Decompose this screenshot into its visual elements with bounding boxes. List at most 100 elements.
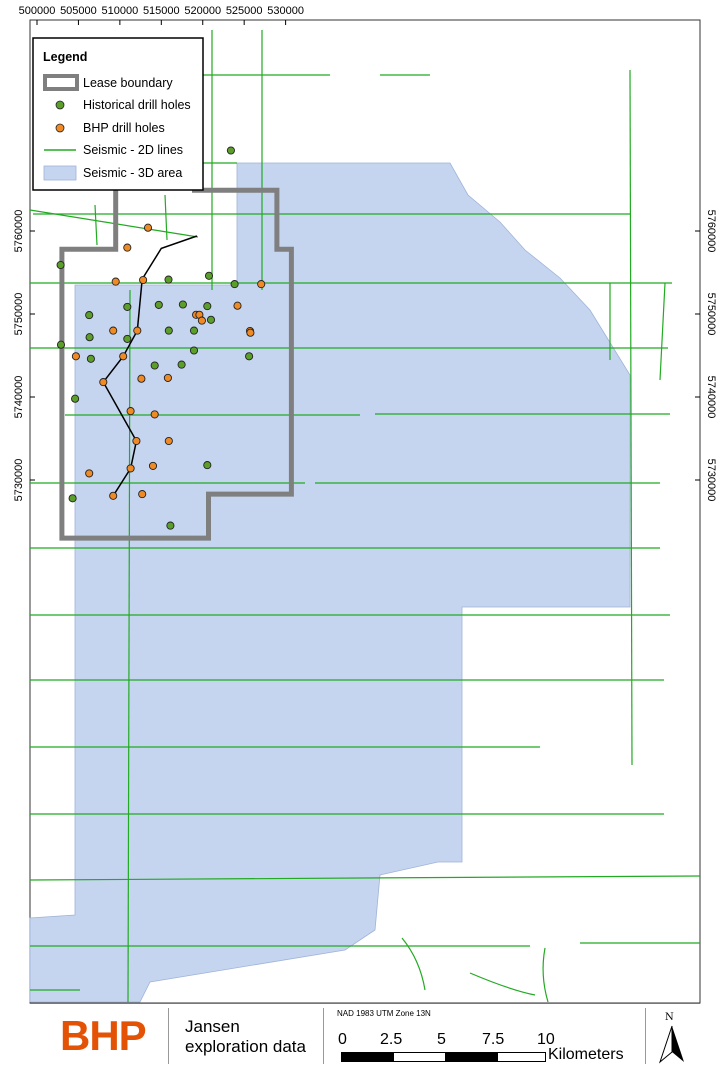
seismic-line (659, 282, 666, 381)
historical-drill-hole (123, 302, 132, 311)
historical-drill-hole (178, 300, 187, 309)
bhp-drill-hole (233, 301, 242, 310)
y-tick-label: 5760000 (705, 210, 717, 253)
legend-title: Legend (43, 50, 87, 64)
bhp-drill-hole (138, 490, 147, 499)
historical-drill-hole (150, 361, 159, 370)
bhp-drill-hole (163, 373, 172, 382)
legend-lease-swatch (43, 74, 79, 91)
historical-drill-hole (230, 280, 239, 289)
seismic-line (401, 937, 426, 991)
historical-drill-hole (204, 271, 214, 280)
historical-drill-hole (177, 360, 186, 369)
bhp-drill-hole (132, 436, 141, 446)
historical-drill-hole (86, 354, 95, 363)
bhp-drill-hole (257, 280, 266, 289)
legend: Legend Lease boundary Historical drill h… (32, 37, 204, 191)
y-axis-ticks-right: 5760000 5750000 5740000 5730000 (695, 210, 717, 502)
bhp-drill-hole (126, 407, 135, 416)
x-tick-label: 530000 (267, 5, 304, 17)
y-tick-label: 5750000 (13, 293, 25, 336)
bhp-logo: BHP (60, 1012, 147, 1059)
historical-drill-hole (85, 311, 94, 320)
historical-drill-hole (56, 340, 66, 349)
legend-3d-swatch (43, 165, 77, 181)
scale-label: 7.5 (482, 1031, 505, 1048)
y-tick-label: 5730000 (13, 459, 25, 502)
seismic-3d-area (29, 162, 631, 1003)
bhp-drill-hole (119, 352, 128, 361)
projection-label: NAD 1983 UTM Zone 13N (337, 1009, 431, 1018)
seismic-line (469, 972, 536, 996)
historical-drill-hole (71, 394, 80, 403)
scale-label: 10 (537, 1031, 555, 1048)
x-tick-label: 525000 (226, 5, 263, 17)
seismic-line (542, 947, 549, 1003)
bhp-drill-hole (111, 277, 120, 286)
historical-drill-hole (206, 315, 216, 324)
scale-bar-seg (393, 1052, 446, 1062)
historical-drill-hole (189, 326, 199, 335)
scale-label: 5 (437, 1031, 446, 1048)
bhp-drill-hole (99, 378, 108, 387)
north-arrow-icon (658, 1025, 684, 1064)
legend-historical-marker (55, 100, 65, 110)
y-tick-label: 5740000 (705, 376, 717, 419)
scale-unit: Kilometers (548, 1046, 624, 1063)
x-tick-label: 505000 (60, 5, 97, 17)
legend-box (32, 37, 204, 191)
bhp-drill-hole (139, 275, 148, 285)
bhp-drill-hole (143, 223, 153, 232)
bhp-drill-hole (123, 243, 132, 252)
legend-bhp-marker (55, 123, 65, 133)
historical-drill-hole (189, 346, 199, 355)
y-tick-label: 5730000 (705, 459, 717, 502)
historical-drill-hole (123, 334, 132, 343)
seismic-line (29, 875, 701, 881)
historical-drill-hole (154, 300, 163, 309)
scale-bar-seg (497, 1052, 546, 1062)
scale-bar-seg (341, 1052, 394, 1062)
historical-drill-hole (164, 326, 173, 335)
x-tick-label: 500000 (19, 5, 56, 17)
bhp-drill-holes (71, 223, 266, 500)
legend-3d-label: Seismic - 3D area (83, 166, 182, 180)
footer-divider (323, 1008, 324, 1064)
historical-drill-hole (68, 494, 77, 503)
historical-drill-holes (56, 146, 254, 530)
historical-drill-hole (166, 521, 175, 530)
y-tick-label: 5750000 (705, 293, 717, 336)
historical-drill-hole (226, 146, 235, 155)
map-title-line2: exploration data (185, 1037, 306, 1056)
bhp-drill-hole (133, 326, 142, 335)
x-tick-label: 515000 (143, 5, 180, 17)
bhp-drill-hole (126, 464, 135, 473)
north-label: N (665, 1012, 674, 1023)
seismic-line (629, 69, 633, 766)
legend-lease-label: Lease boundary (83, 76, 173, 90)
bhp-drill-hole (109, 491, 118, 500)
y-tick-label: 5740000 (13, 376, 25, 419)
scale-bar-seg (445, 1052, 498, 1062)
seismic-line (94, 204, 98, 246)
historical-drill-hole (203, 302, 212, 311)
bhp-drill-hole (197, 316, 206, 325)
historical-drill-hole (164, 275, 173, 284)
y-tick-label: 5760000 (13, 210, 25, 253)
bhp-drill-hole (137, 374, 146, 383)
legend-bhp-label: BHP drill holes (83, 121, 165, 135)
bhp-drill-hole (109, 326, 118, 335)
footer-divider (168, 1008, 169, 1064)
historical-drill-hole (203, 461, 212, 470)
bhp-drill-hole (150, 410, 159, 419)
x-axis-ticks-top: 500000 505000 510000 515000 520000 525000 5300… (19, 5, 304, 25)
scale-label: 2.5 (380, 1031, 403, 1048)
footer-divider (645, 1008, 646, 1064)
historical-drill-hole (85, 333, 94, 342)
scale-label: 0 (338, 1031, 347, 1048)
y-axis-ticks-left: 5760000 5750000 5740000 5730000 (13, 210, 35, 502)
map-title: Jansen exploration data (185, 1017, 306, 1057)
legend-historical-label: Historical drill holes (83, 98, 191, 112)
bhp-drill-hole (71, 352, 80, 361)
